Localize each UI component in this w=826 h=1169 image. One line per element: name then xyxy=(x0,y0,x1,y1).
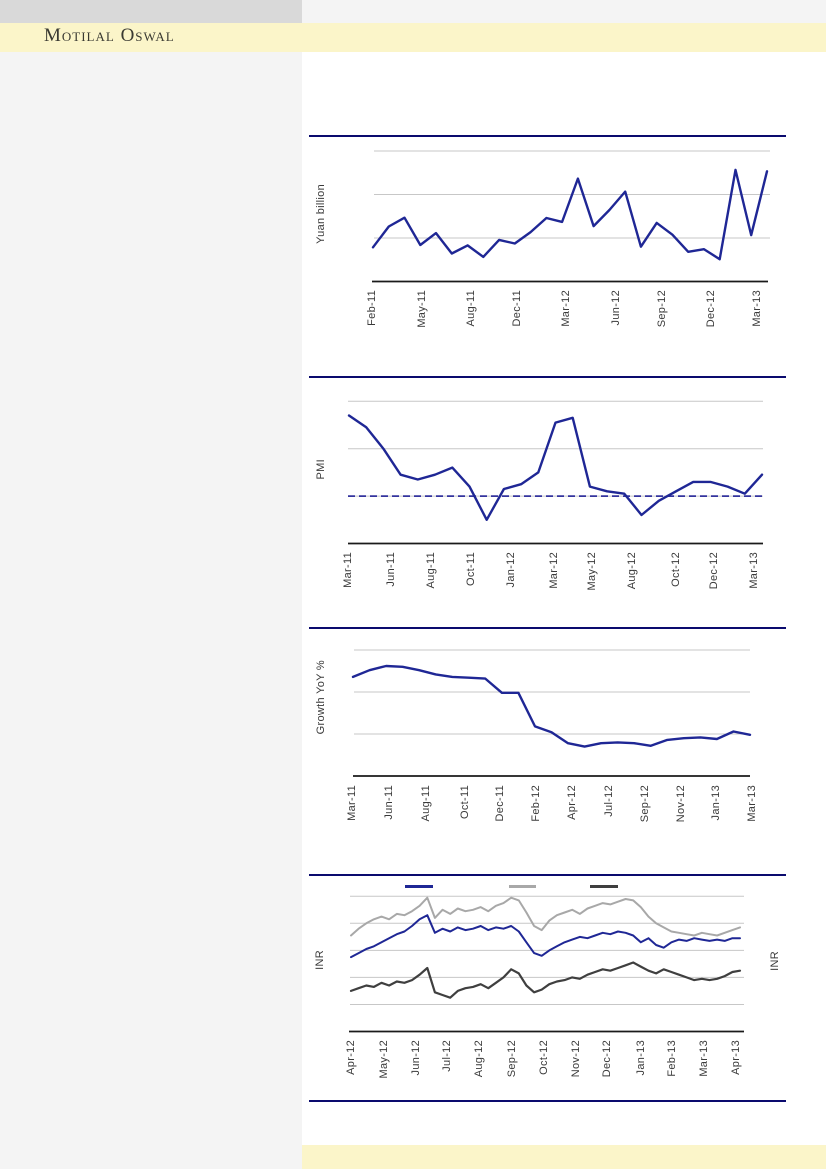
section-divider xyxy=(309,376,786,378)
x-tick-label: Jan-12 xyxy=(505,552,517,588)
x-tick-label: Oct-12 xyxy=(670,552,682,587)
x-tick-label: Aug-12 xyxy=(626,552,638,590)
x-tick-label: Mar-13 xyxy=(748,552,760,589)
section-divider xyxy=(309,1100,786,1102)
x-tick-label: Oct-11 xyxy=(459,785,471,819)
brand-band: Motilal Oswal xyxy=(0,23,826,52)
x-tick-label: Sep-12 xyxy=(506,1040,518,1078)
x-tick-label: May-11 xyxy=(416,290,428,328)
x-tick-label: Mar-13 xyxy=(698,1040,710,1077)
x-tick-label: Jun-11 xyxy=(383,785,395,820)
brand-logo-text: Motilal Oswal xyxy=(44,25,175,46)
x-tick-label: Nov-12 xyxy=(675,785,687,823)
x-tick-label: Aug-11 xyxy=(425,552,437,589)
x-tick-label: Jan-13 xyxy=(710,785,722,821)
series-gray-series xyxy=(350,896,741,937)
y-axis-title-pmi: PMI xyxy=(315,459,327,480)
x-tick-label: Mar-11 xyxy=(342,552,354,588)
x-tick-label: Mar-13 xyxy=(746,785,758,822)
x-tick-label: Jul-12 xyxy=(441,1040,453,1072)
x-tick-label: Mar-11 xyxy=(346,785,358,821)
section-divider xyxy=(309,627,786,629)
x-tick-label: Dec-11 xyxy=(494,785,506,822)
series-growth-yoy xyxy=(351,664,752,748)
top-left-gray-box xyxy=(0,0,302,23)
y-axis-title-yuan-billion: Yuan billion xyxy=(315,184,327,244)
x-tick-label: Dec-12 xyxy=(705,290,717,328)
x-tick-label: Dec-12 xyxy=(708,552,720,590)
series-navy-series xyxy=(350,914,741,959)
x-tick-label: Jan-13 xyxy=(635,1040,647,1076)
x-tick-label: May-12 xyxy=(378,1040,390,1079)
y-axis-title-growth-yoy: Growth YoY % xyxy=(315,660,327,735)
section-divider xyxy=(309,874,786,876)
y-axis-title-inr-right: INR xyxy=(769,951,781,971)
x-tick-label: Jun-12 xyxy=(410,1040,422,1076)
x-tick-label: Aug-11 xyxy=(465,290,477,327)
x-tick-label: Feb-11 xyxy=(366,290,378,326)
x-tick-label: Dec-11 xyxy=(511,290,523,327)
x-tick-label: Dec-12 xyxy=(601,1040,613,1078)
x-tick-label: Mar-12 xyxy=(548,552,560,589)
legend-swatch xyxy=(405,885,433,888)
top-right-strip xyxy=(302,0,826,23)
x-tick-label: Jun-12 xyxy=(610,290,622,326)
x-tick-label: Apr-13 xyxy=(730,1040,742,1075)
x-tick-label: Sep-12 xyxy=(656,290,668,328)
x-tick-label: Feb-13 xyxy=(666,1040,678,1077)
x-tick-label: May-12 xyxy=(586,552,598,591)
x-tick-label: Nov-12 xyxy=(570,1040,582,1078)
series-new-loans xyxy=(371,168,769,261)
x-tick-label: Oct-11 xyxy=(465,552,477,586)
x-tick-label: Sep-12 xyxy=(639,785,651,823)
x-tick-label: Apr-12 xyxy=(566,785,578,820)
x-tick-label: Oct-12 xyxy=(538,1040,550,1075)
section-divider xyxy=(309,135,786,137)
x-tick-label: Apr-12 xyxy=(345,1040,357,1075)
x-tick-label: Aug-12 xyxy=(473,1040,485,1078)
footer-band xyxy=(302,1145,826,1169)
y-axis-title-inr-left: INR xyxy=(314,950,326,970)
legend-swatch xyxy=(590,885,618,888)
series-dark-series xyxy=(349,961,742,999)
x-tick-label: Mar-13 xyxy=(751,290,763,327)
x-tick-label: Mar-12 xyxy=(560,290,572,327)
x-tick-label: Jul-12 xyxy=(603,785,615,817)
series-pmi xyxy=(347,414,764,521)
legend-swatch xyxy=(509,885,536,888)
x-tick-label: Feb-12 xyxy=(530,785,542,822)
x-tick-label: Jun-11 xyxy=(385,552,397,587)
x-tick-label: Aug-11 xyxy=(420,785,432,822)
left-margin-column xyxy=(0,52,302,1169)
